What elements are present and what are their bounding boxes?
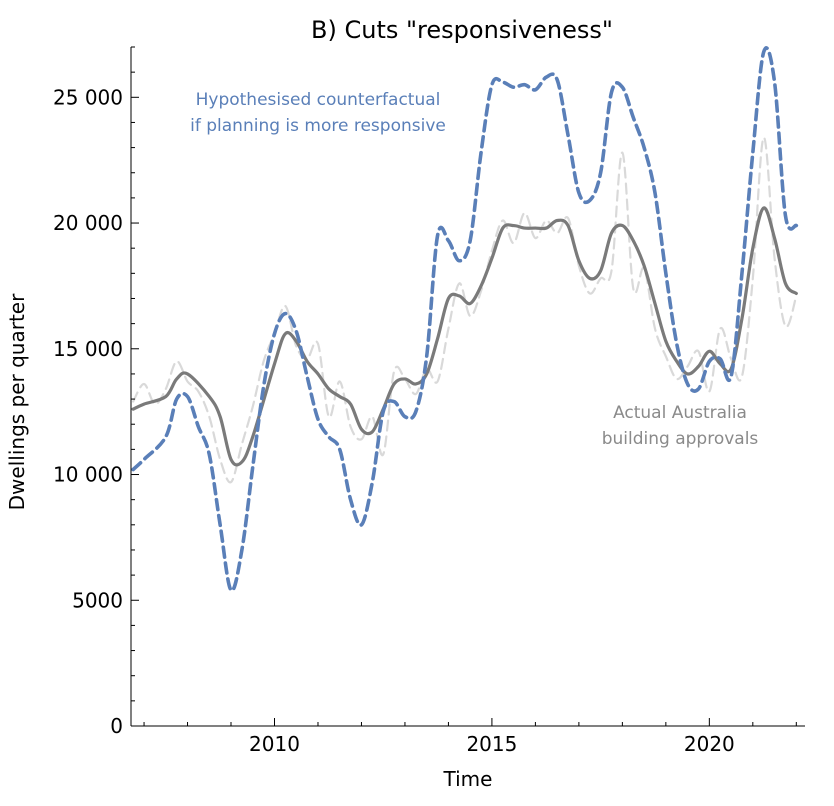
counterfactual-line [131,46,799,593]
plot-area [131,46,799,593]
x-tick-label: 2020 [684,732,735,756]
y-tick-label: 5000 [72,588,123,612]
axes: 0 5000 10 000 15 000 20 000 25 000 2010 2015 202… [53,46,805,756]
y-tick-label: 25 000 [53,85,123,109]
actual-raw-line [132,136,798,484]
y-axis-label: Dwellings per quarter [5,293,29,510]
counterfactual-annotation-line-1: Hypothesised counterfactual [196,90,441,110]
actual-annotation-line-1: Actual Australia [613,403,747,423]
y-tick-label: 15 000 [53,337,123,361]
counterfactual-annotation-line-2: if planning is more responsive [190,116,446,136]
actual-annotation-line-2: building approvals [602,429,759,449]
x-tick-label: 2015 [466,732,517,756]
y-tick-label: 0 [110,714,123,738]
actual-smoothed-line [131,206,798,467]
x-axis-label: Time [443,767,493,791]
y-tick-label: 10 000 [53,463,123,487]
y-tick-label: 20 000 [53,211,123,235]
chart-title: B) Cuts "responsiveness" [311,16,613,44]
x-tick-label: 2010 [249,732,300,756]
